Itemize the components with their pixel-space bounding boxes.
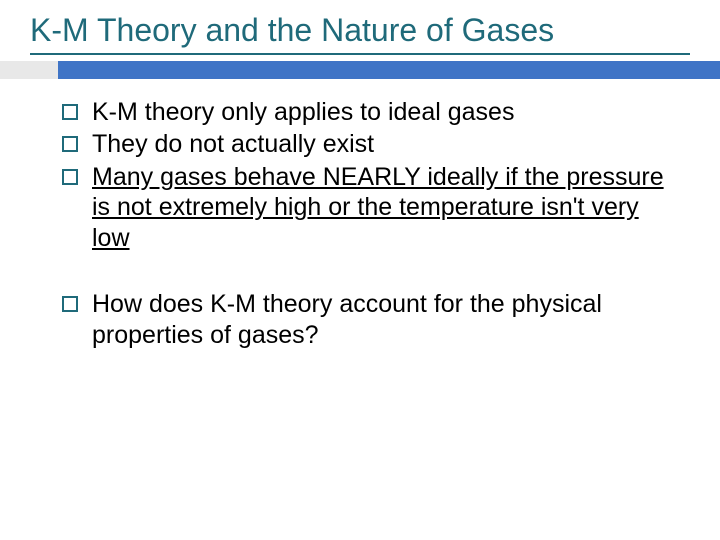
list-item: K-M theory only applies to ideal gases — [62, 97, 670, 128]
list-item: They do not actually exist — [62, 129, 670, 160]
bullet-text: How does K-M theory account for the phys… — [92, 290, 602, 349]
bullet-text: K-M theory only applies to ideal gases — [92, 98, 514, 126]
bullet-list-2: How does K-M theory account for the phys… — [62, 289, 670, 350]
accent-bar — [0, 61, 720, 79]
accent-bar-right — [58, 61, 720, 79]
bullet-list-1: K-M theory only applies to ideal gases T… — [62, 97, 670, 254]
accent-bar-left — [0, 61, 58, 79]
slide: { "title": "K-M Theory and the Nature of… — [0, 0, 720, 540]
title-area: K-M Theory and the Nature of Gases — [0, 0, 720, 55]
bullet-text: Many gases behave NEARLY ideally if the … — [92, 163, 664, 252]
bullet-text: They do not actually exist — [92, 130, 374, 158]
slide-body: K-M theory only applies to ideal gases T… — [0, 79, 720, 351]
list-item: How does K-M theory account for the phys… — [62, 289, 670, 350]
spacer — [62, 255, 670, 289]
list-item: Many gases behave NEARLY ideally if the … — [62, 162, 670, 254]
slide-title: K-M Theory and the Nature of Gases — [30, 12, 690, 55]
